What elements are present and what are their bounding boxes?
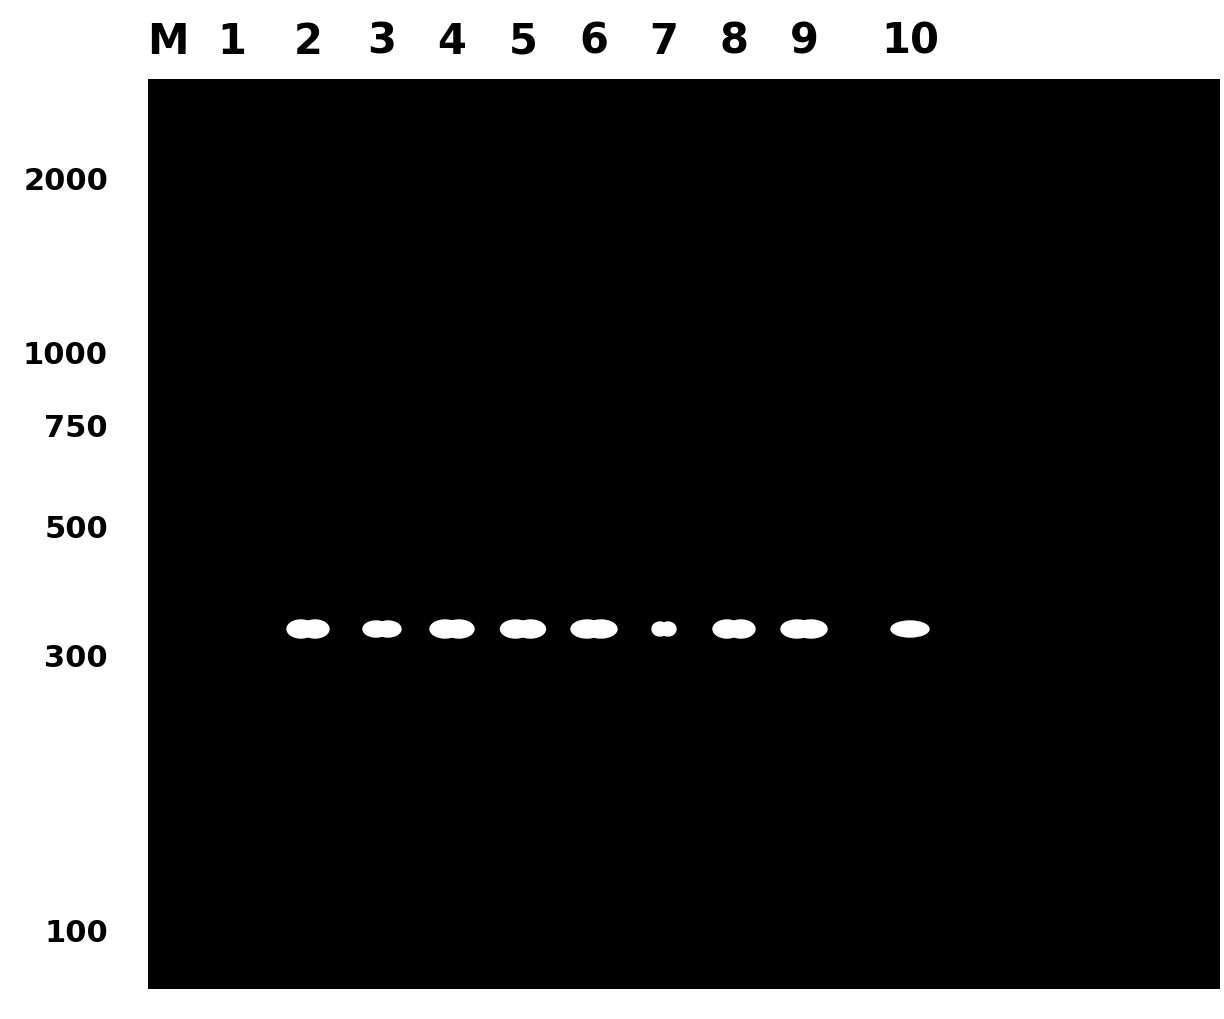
Text: 2000: 2000: [23, 167, 108, 196]
Text: 5: 5: [508, 21, 537, 63]
Ellipse shape: [727, 621, 755, 638]
Text: 6: 6: [579, 21, 608, 63]
Ellipse shape: [501, 621, 530, 638]
Text: 100: 100: [44, 918, 108, 948]
Ellipse shape: [301, 621, 329, 638]
Text: 10: 10: [881, 21, 939, 63]
Text: 2: 2: [294, 21, 322, 63]
Ellipse shape: [585, 621, 617, 638]
Text: M: M: [147, 21, 188, 63]
Ellipse shape: [891, 622, 929, 637]
Ellipse shape: [286, 621, 315, 638]
Ellipse shape: [515, 621, 546, 638]
Text: 1000: 1000: [23, 341, 108, 370]
Ellipse shape: [714, 621, 741, 638]
Ellipse shape: [444, 621, 474, 638]
Text: 1: 1: [218, 21, 246, 63]
Text: 500: 500: [44, 515, 108, 544]
Text: 4: 4: [437, 21, 466, 63]
Ellipse shape: [796, 621, 827, 638]
Ellipse shape: [430, 621, 460, 638]
Text: 8: 8: [720, 21, 749, 63]
Ellipse shape: [364, 622, 389, 637]
Text: 3: 3: [367, 21, 397, 63]
Text: 9: 9: [789, 21, 819, 63]
Ellipse shape: [652, 623, 668, 637]
Text: 300: 300: [44, 643, 108, 672]
Ellipse shape: [375, 622, 401, 637]
Ellipse shape: [660, 623, 676, 637]
Text: 750: 750: [44, 413, 108, 442]
Ellipse shape: [781, 621, 813, 638]
Ellipse shape: [572, 621, 603, 638]
Text: 7: 7: [650, 21, 678, 63]
